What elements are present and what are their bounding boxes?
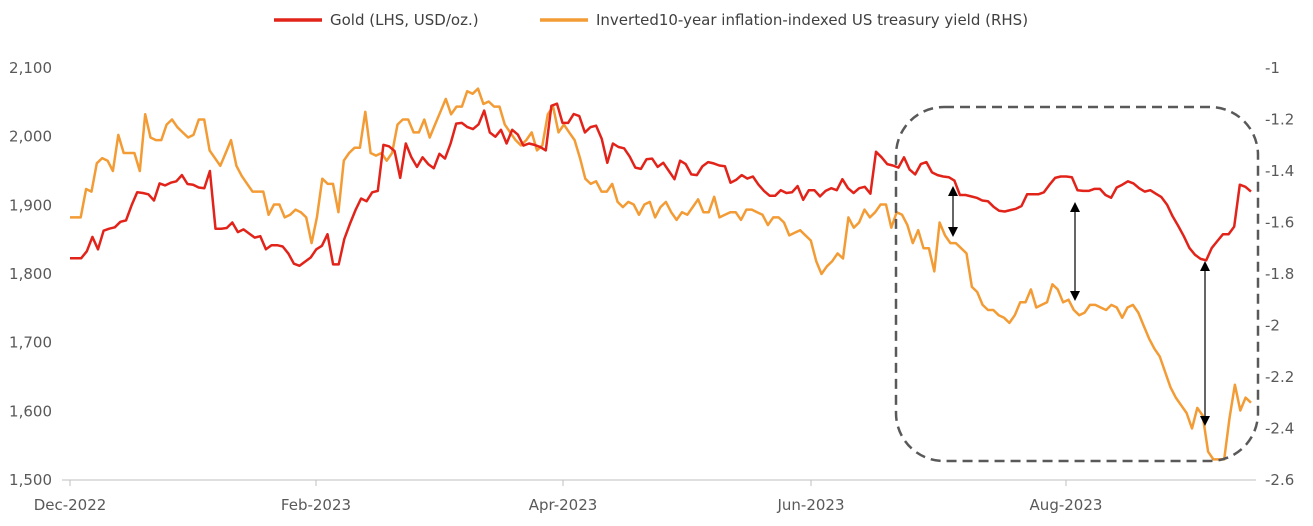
x-tick-label: Aug-2023	[1030, 496, 1103, 514]
x-tick-label: Apr-2023	[529, 496, 598, 514]
annotation-dashed-box	[894, 105, 1260, 463]
right-tick-label: -1.2	[1265, 111, 1294, 129]
x-tick-label: Jun-2023	[776, 496, 844, 514]
left-tick-label: 2,000	[9, 128, 52, 146]
right-axis-ticks: -1 -1.2 -1.4 -1.6 -1.8 -2 -2.2 -2.4 -2.6	[1265, 59, 1294, 489]
right-tick-label: -2.6	[1265, 471, 1294, 489]
x-tick-label: Dec-2022	[34, 496, 107, 514]
right-tick-label: -2.2	[1265, 368, 1294, 386]
left-tick-label: 1,600	[9, 402, 52, 420]
left-tick-label: 1,500	[9, 471, 52, 489]
left-tick-label: 1,700	[9, 334, 52, 352]
legend-label-gold: Gold (LHS, USD/oz.)	[330, 11, 479, 29]
right-tick-label: -1.6	[1265, 214, 1294, 232]
legend: Gold (LHS, USD/oz.) Inverted10-year infl…	[274, 11, 1028, 29]
yield-series-line	[70, 87, 1252, 461]
left-tick-label: 1,900	[9, 196, 52, 214]
right-tick-label: -1.4	[1265, 162, 1294, 180]
left-axis-ticks: 1,500 1,600 1,700 1,800 1,900 2,000 2,100	[9, 59, 52, 489]
x-axis-ticks: Dec-2022 Feb-2023 Apr-2023 Jun-2023 Aug-2023	[34, 480, 1103, 514]
right-tick-label: -2	[1265, 317, 1280, 335]
left-tick-label: 2,100	[9, 59, 52, 77]
left-tick-label: 1,800	[9, 265, 52, 283]
right-tick-label: -1	[1265, 59, 1280, 77]
annotation-group	[894, 105, 1260, 463]
x-tick-label: Feb-2023	[281, 496, 351, 514]
gold-series-line	[70, 102, 1252, 268]
right-tick-label: -2.4	[1265, 420, 1294, 438]
right-tick-label: -1.8	[1265, 265, 1294, 283]
legend-label-yield: Inverted10-year inflation-indexed US tre…	[596, 11, 1028, 29]
